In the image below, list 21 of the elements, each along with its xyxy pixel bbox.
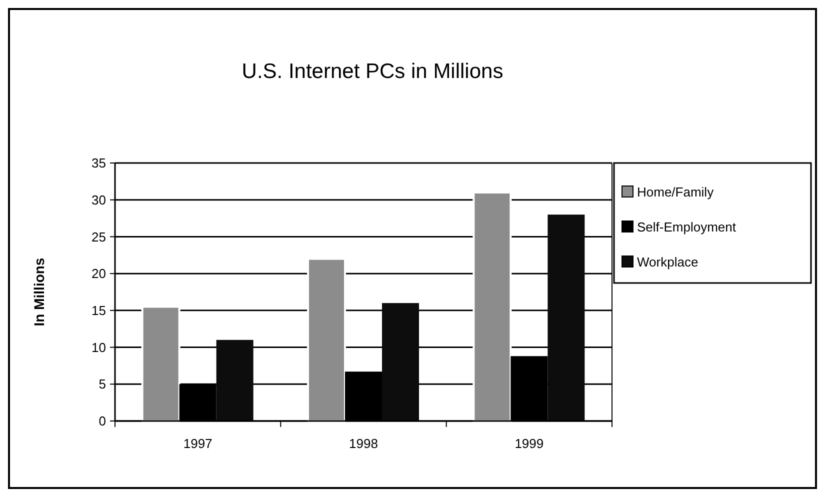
bar (307, 258, 346, 422)
y-axis-title: In Millions (31, 258, 47, 326)
y-tick-label: 30 (92, 192, 106, 208)
legend-label: Self-Employment (637, 220, 736, 235)
y-tick-label: 10 (92, 340, 106, 355)
chart-title: U.S. Internet PCs in Millions (242, 60, 504, 83)
y-tick-label: 20 (92, 266, 106, 282)
bar (141, 306, 180, 422)
legend-label: Home/Family (637, 184, 714, 200)
x-tick-label: 1997 (183, 436, 212, 451)
bar (548, 214, 585, 421)
y-tick-label: 35 (92, 156, 106, 171)
x-tick-label: 1998 (349, 436, 378, 451)
x-tick-label: 1999 (514, 436, 544, 451)
legend-label: Workplace (637, 254, 698, 270)
y-tick-label: 15 (92, 302, 106, 318)
y-tick-label: 25 (92, 229, 106, 244)
y-tick-label: 5 (98, 376, 106, 392)
bar (216, 340, 254, 421)
y-tick-label: 0 (98, 414, 106, 429)
bar (382, 303, 419, 421)
